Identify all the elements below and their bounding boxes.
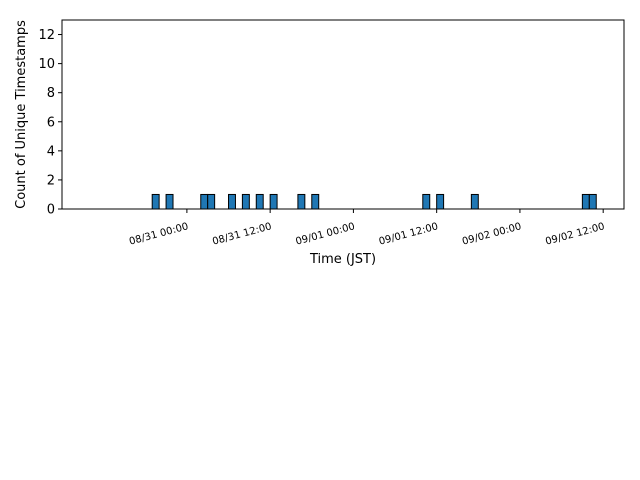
x-tick-label-3: 09/01 00:00 xyxy=(295,221,357,247)
bar-14 xyxy=(581,193,590,210)
y-tick-label-2: 2 xyxy=(47,173,55,188)
x-tick-label-2: 08/31 12:00 xyxy=(211,221,273,247)
bar-3 xyxy=(200,193,209,210)
y-axis: 0 2 4 6 8 10 12 xyxy=(38,28,62,218)
x-tick-label-1: 08/31 00:00 xyxy=(128,221,190,247)
y-tick-label-0: 0 xyxy=(47,203,55,218)
x-tick-label-5: 09/02 00:00 xyxy=(461,221,523,247)
y-axis-label: Count of Unique Timestamps xyxy=(14,20,29,209)
y-tick-label-4: 4 xyxy=(47,144,55,159)
x-tick-label-6: 09/02 12:00 xyxy=(544,221,606,247)
bar-12 xyxy=(436,193,445,210)
bar-9 xyxy=(297,193,306,210)
y-tick-label-8: 8 xyxy=(47,86,55,101)
bar-7 xyxy=(255,193,264,210)
bar-13 xyxy=(470,193,479,210)
bar-1 xyxy=(151,193,160,210)
bars-layer xyxy=(151,193,618,210)
bar-15 xyxy=(588,193,597,210)
bar-10 xyxy=(311,193,320,210)
plot-frame xyxy=(61,19,625,210)
x-axis-label: Time (JST) xyxy=(309,252,376,267)
x-tick-label-4: 09/01 12:00 xyxy=(378,221,440,247)
bar-6 xyxy=(241,193,250,210)
y-tick-label-12: 12 xyxy=(38,28,55,43)
bar-8 xyxy=(269,193,278,210)
bar-2 xyxy=(165,193,174,210)
bar-4 xyxy=(207,193,216,210)
bar-11 xyxy=(422,193,431,210)
y-tick-label-6: 6 xyxy=(47,115,55,130)
bar-5 xyxy=(228,193,236,210)
y-tick-label-10: 10 xyxy=(38,57,55,72)
x-axis: 08/31 00:00 08/31 12:00 09/01 00:00 09/01 1… xyxy=(128,209,606,248)
